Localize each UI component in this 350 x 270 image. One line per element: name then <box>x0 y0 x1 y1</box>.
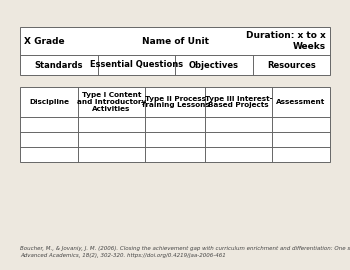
Text: Type I Content
and Introductory
Activities: Type I Content and Introductory Activiti… <box>77 92 146 112</box>
Text: Type III Interest-
Based Projects: Type III Interest- Based Projects <box>205 96 273 109</box>
Bar <box>20 87 330 162</box>
Text: Objectives: Objectives <box>189 60 239 69</box>
Text: Discipline: Discipline <box>29 99 69 105</box>
Bar <box>20 27 330 75</box>
Text: Duration: x to x
Weeks: Duration: x to x Weeks <box>246 31 326 51</box>
Text: Boucher, M., & Jovaniy, J. M. (2006). Closing the achievement gap with curriculu: Boucher, M., & Jovaniy, J. M. (2006). Cl… <box>20 247 350 258</box>
Text: X Grade: X Grade <box>24 36 65 46</box>
Text: Name of Unit: Name of Unit <box>141 36 209 46</box>
Text: Standards: Standards <box>35 60 83 69</box>
Text: Essential Questions: Essential Questions <box>90 60 183 69</box>
Text: Type II Process
Training Lessons: Type II Process Training Lessons <box>141 96 209 109</box>
Text: Resources: Resources <box>267 60 316 69</box>
Text: Assessment: Assessment <box>276 99 326 105</box>
